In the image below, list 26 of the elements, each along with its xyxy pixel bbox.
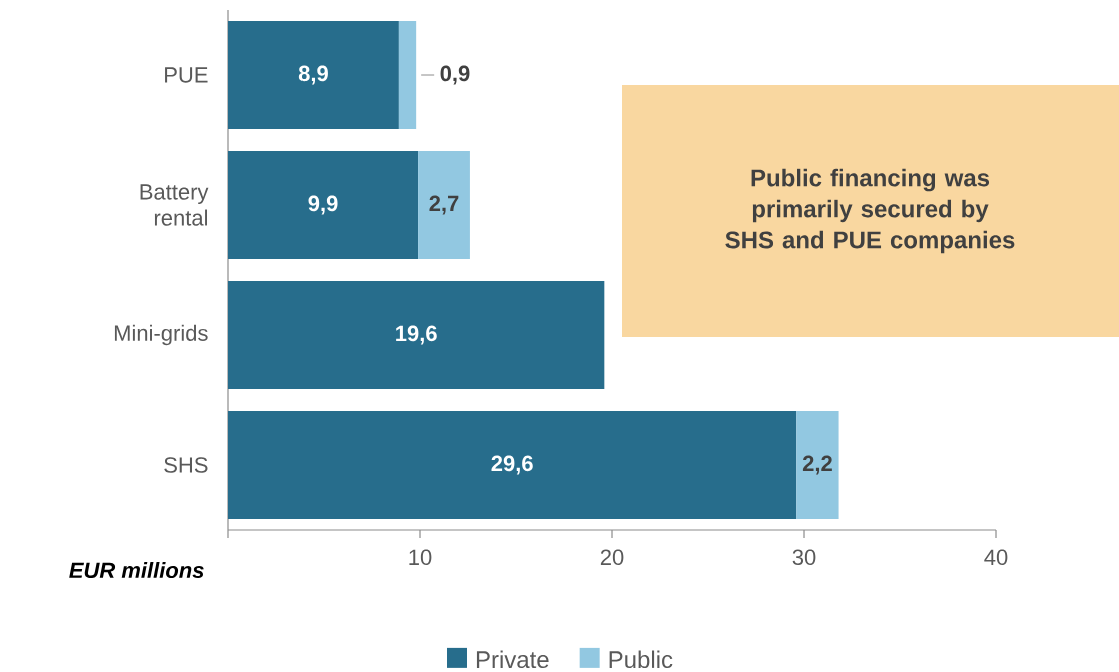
data-label: 2,2: [802, 455, 832, 475]
bar: [418, 151, 470, 259]
y-tick-label: PUE: [165, 67, 208, 83]
y-tick-label: Battery rental: [140, 184, 209, 226]
y-tick-label: SHS: [164, 457, 208, 473]
bar: [796, 411, 839, 519]
bar: [398, 21, 417, 129]
data-label: 2,7: [429, 195, 459, 215]
annotation: Public financing was primarily secured by SHS and PUE companies: [725, 168, 1015, 254]
bar: [228, 21, 399, 129]
x-tick-label: 40: [984, 549, 1008, 566]
bar: [228, 411, 797, 519]
x-tick-label: 10: [409, 549, 432, 566]
data-label: 19,6: [396, 325, 437, 345]
x-axis-title: EUR millions: [69, 561, 204, 579]
x-tick-label: 20: [600, 549, 624, 566]
data-label: 8,9: [298, 65, 328, 85]
x-tick-label: 30: [792, 549, 816, 566]
bar: [228, 151, 419, 259]
data-label: 0,9: [440, 65, 470, 85]
y-tick-label: Mini-grids: [114, 324, 208, 346]
bar: [228, 281, 605, 389]
legend-label: Private: [476, 650, 549, 669]
data-label: 9,9: [308, 195, 338, 215]
legend-label: Public: [609, 650, 673, 669]
data-label: 29,6: [491, 455, 533, 475]
